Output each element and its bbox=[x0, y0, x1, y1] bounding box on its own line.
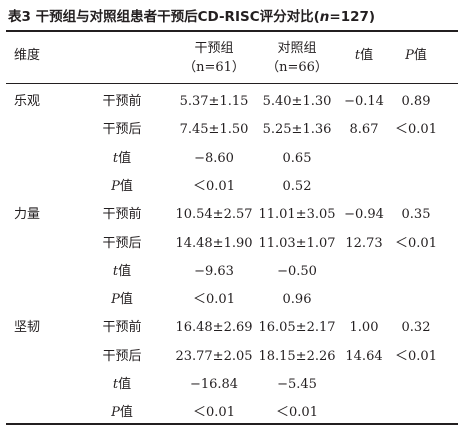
row-time-text: 干预前 bbox=[102, 207, 142, 222]
row-stat-symbol: t bbox=[112, 264, 119, 279]
row-time-text: 值 bbox=[119, 405, 133, 420]
cell-p-value: 0.89 bbox=[401, 94, 431, 109]
row-time-label: 干预后 bbox=[102, 349, 141, 365]
cell-control: 0.65 bbox=[282, 151, 312, 166]
row-time-text: 值 bbox=[119, 179, 133, 194]
cell-p-value: ＜0.01 bbox=[395, 349, 437, 364]
row-time-label: 干预前 bbox=[102, 94, 141, 110]
row-time-label: 干预后 bbox=[102, 122, 141, 138]
row-time-text: 值 bbox=[119, 292, 133, 307]
header-intervention-n: （n=61） bbox=[183, 60, 245, 75]
header-intervention-group: 干预组 bbox=[194, 41, 234, 56]
cell-intervention: ＜0.01 bbox=[193, 292, 235, 307]
header-p-label: 值 bbox=[413, 48, 427, 63]
bottom-rule bbox=[6, 423, 458, 425]
cell-intervention: −16.84 bbox=[189, 377, 239, 392]
cell-t-value: −0.14 bbox=[344, 94, 384, 109]
cell-control: 0.52 bbox=[282, 179, 312, 194]
header-control-group: 对照组 bbox=[277, 41, 317, 56]
header-dimension: 维度 bbox=[14, 48, 41, 63]
row-dimension: 乐观 bbox=[14, 94, 41, 109]
row-time-text: 值 bbox=[118, 264, 132, 279]
cell-control: 5.40±1.30 bbox=[262, 94, 332, 109]
title-suffix: =127) bbox=[329, 9, 376, 25]
row-dimension: 力量 bbox=[14, 207, 41, 222]
cell-intervention: 10.54±2.57 bbox=[175, 207, 253, 222]
header-control-n: （n=66） bbox=[266, 60, 328, 75]
cell-control: 11.01±3.05 bbox=[258, 207, 336, 222]
header-t-label: 值 bbox=[360, 48, 374, 63]
header-p-symbol: P bbox=[405, 48, 414, 63]
cell-t-value: 14.64 bbox=[345, 349, 383, 364]
row-time-label: 干预后 bbox=[102, 236, 141, 252]
cell-control: 18.15±2.26 bbox=[258, 349, 336, 364]
header-rule bbox=[6, 83, 458, 84]
row-time-label: t值 bbox=[113, 151, 131, 167]
title-n-symbol: n bbox=[319, 9, 330, 25]
cell-p-value: 0.35 bbox=[401, 207, 431, 222]
cell-intervention: 23.77±2.05 bbox=[175, 349, 253, 364]
title-prefix: 表3 干预组与对照组患者干预后CD-RISC评分对比( bbox=[8, 9, 320, 25]
cell-control: 5.25±1.36 bbox=[262, 122, 332, 137]
row-stat-symbol: t bbox=[112, 377, 119, 392]
row-time-label: 干预前 bbox=[102, 320, 141, 336]
cell-intervention: −9.63 bbox=[194, 264, 234, 279]
cell-intervention: ＜0.01 bbox=[193, 179, 235, 194]
row-stat-symbol: P bbox=[111, 405, 120, 420]
row-time-label: P值 bbox=[111, 179, 133, 195]
cell-control: −0.50 bbox=[277, 264, 317, 279]
row-time-label: P值 bbox=[111, 405, 133, 421]
header-t-symbol: t bbox=[354, 48, 361, 63]
row-stat-symbol: t bbox=[112, 151, 119, 166]
cell-control: ＜0.01 bbox=[276, 405, 318, 420]
header-p-value: P值 bbox=[405, 48, 427, 64]
cell-control: 11.03±1.07 bbox=[258, 236, 336, 251]
row-time-label: 干预前 bbox=[102, 207, 141, 223]
cell-intervention: 5.37±1.15 bbox=[179, 94, 249, 109]
cell-t-value: −0.94 bbox=[344, 207, 384, 222]
row-time-text: 干预后 bbox=[102, 349, 142, 364]
cell-intervention: 16.48±2.69 bbox=[175, 320, 253, 335]
cell-intervention: ＜0.01 bbox=[193, 405, 235, 420]
row-stat-symbol: P bbox=[111, 292, 120, 307]
cell-t-value: 12.73 bbox=[345, 236, 383, 251]
row-time-label: t值 bbox=[113, 264, 131, 280]
cell-control: −5.45 bbox=[277, 377, 317, 392]
cell-t-value: 8.67 bbox=[349, 122, 379, 137]
row-time-label: P值 bbox=[111, 292, 133, 308]
cell-control: 16.05±2.17 bbox=[258, 320, 336, 335]
row-time-text: 干预后 bbox=[102, 122, 142, 137]
row-dimension: 坚韧 bbox=[14, 320, 41, 335]
cell-p-value: ＜0.01 bbox=[395, 236, 437, 251]
row-time-label: t值 bbox=[113, 377, 131, 393]
cell-intervention: 7.45±1.50 bbox=[179, 122, 249, 137]
cell-p-value: ＜0.01 bbox=[395, 122, 437, 137]
top-rule bbox=[6, 30, 458, 32]
header-t-value: t值 bbox=[355, 48, 373, 64]
row-time-text: 干预前 bbox=[102, 320, 142, 335]
row-time-text: 干预后 bbox=[102, 236, 142, 251]
cell-intervention: −8.60 bbox=[194, 151, 234, 166]
cell-p-value: 0.32 bbox=[401, 320, 431, 335]
row-time-text: 值 bbox=[118, 377, 132, 392]
row-stat-symbol: P bbox=[111, 179, 120, 194]
row-time-text: 值 bbox=[118, 151, 132, 166]
table-title: 表3 干预组与对照组患者干预后CD-RISC评分对比(n=127) bbox=[8, 5, 375, 25]
row-time-text: 干预前 bbox=[102, 94, 142, 109]
cell-intervention: 14.48±1.90 bbox=[175, 236, 253, 251]
cell-t-value: 1.00 bbox=[349, 320, 379, 335]
cell-control: 0.96 bbox=[282, 292, 312, 307]
